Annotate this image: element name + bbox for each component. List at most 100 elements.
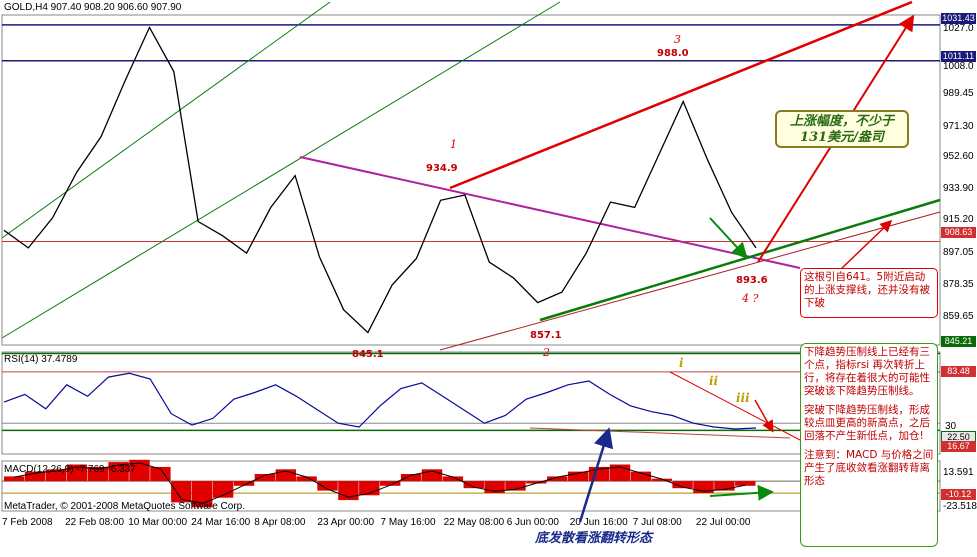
macd-histogram-bar	[254, 474, 276, 482]
symbol-header: GOLD,H4 907.40 908.20 906.60 907.90	[4, 2, 182, 13]
rsi-trendline-base	[529, 427, 791, 439]
rsi-trendline-down	[669, 371, 801, 441]
macd-histogram-bar	[233, 481, 255, 486]
wave-label-3: 3	[674, 33, 681, 46]
upper-channel-line	[449, 0, 913, 190]
macd-histogram-bar	[693, 481, 714, 493]
price-tick-1008: 1008.0	[943, 61, 974, 72]
macd-histogram-bar	[400, 474, 422, 482]
macd-histogram-bar	[150, 466, 171, 482]
x-tick-label: 22 May 08:00	[444, 517, 505, 528]
x-tick-label: 7 Feb 2008	[2, 517, 53, 528]
rsi-tick-30: 30	[945, 421, 957, 432]
pullback-arrow	[709, 217, 748, 259]
macd-histogram-bar	[630, 471, 652, 482]
price-tick-915: 915.20	[943, 214, 974, 225]
macd-histogram-bar	[463, 481, 484, 489]
rsi-header: RSI(14) 37.4789	[4, 354, 78, 365]
price-tick-1027: 1027.0	[943, 23, 974, 34]
macd-divergence-arrow	[709, 484, 774, 501]
macd-histogram-bar	[442, 476, 464, 482]
rsi-badge-16: 16.67	[941, 441, 976, 452]
macd-histogram-bar	[505, 481, 526, 491]
price-label-857: 857.1	[530, 330, 562, 341]
macd-histogram-bar	[192, 481, 213, 508]
macd-tick-top: 13.591	[943, 467, 974, 478]
macd-histogram-bar	[714, 481, 735, 491]
macd-histogram-bar	[380, 481, 401, 486]
level-badge-908: 908.63	[941, 227, 976, 238]
price-panel-frame	[1, 14, 941, 346]
wave-label-4: 4 ?	[742, 292, 759, 305]
x-tick-label: 23 Apr 00:00	[317, 517, 374, 528]
macd-histogram-bar	[672, 481, 693, 489]
price-tick-878: 878.35	[943, 279, 974, 290]
macd-histogram-bar	[296, 476, 317, 482]
price-label-893: 893.6	[736, 275, 768, 286]
macd-signal-line	[14, 462, 746, 504]
macd-histogram-bar	[87, 466, 108, 482]
channel-line-upper	[1, 1, 331, 239]
price-tick-897: 897.05	[943, 247, 974, 258]
macd-histogram-bar	[66, 464, 88, 482]
analysis-paragraph-2: 突破下降趋势压制线，形成较点皿更高的新高点，之后回落不产生新低点，加仓!	[804, 404, 930, 442]
analysis-paragraph-3: 注意到：MACD 与价格之间产生了底收敛看涨翻转背离形态	[804, 449, 934, 487]
price-tick-952: 952.60	[943, 151, 974, 162]
price-tick-933: 933.90	[943, 183, 974, 194]
rsi-badge-83: 83.48	[941, 366, 976, 377]
support-arrow	[839, 219, 893, 271]
long-support-line	[439, 211, 941, 351]
level-badge-845: 845.21	[941, 336, 976, 347]
wave-label-2: 2	[543, 346, 550, 359]
wave-label-1: 1	[450, 138, 457, 151]
macd-histogram-bar	[275, 469, 296, 482]
price-tick-971: 971.30	[943, 121, 974, 132]
price-label-845: 845.1	[352, 349, 384, 360]
rsi-label-ii: ii	[709, 374, 719, 388]
macd-histogram-bar	[45, 469, 67, 482]
divergence-arrow	[578, 427, 614, 523]
x-tick-label: 6 Jun 00:00	[507, 517, 560, 528]
target-note-box: 上涨幅度，不少于 131美元/盎司	[775, 110, 909, 148]
macd-histogram-bar	[547, 476, 568, 482]
channel-line-lower	[1, 1, 561, 339]
rsi-label-iii: iii	[736, 391, 750, 405]
macd-header: MACD(12,26,9) -7.769 -6.337	[4, 464, 136, 475]
bottom-caption: 底发散看涨翻转形态	[535, 531, 653, 546]
level-badge-1011: 1011.11	[941, 51, 976, 62]
macd-histogram-bar	[212, 481, 234, 498]
macd-histogram-bar	[108, 462, 129, 482]
macd-histogram-bar	[4, 476, 25, 482]
macd-histogram-bar	[651, 478, 672, 482]
macd-histogram-bar	[735, 481, 756, 486]
x-tick-label: 22 Feb 08:00	[65, 517, 124, 528]
macd-tick-bottom: -23.518	[943, 501, 977, 512]
macd-histogram-bar	[568, 471, 589, 482]
x-tick-label: 7 May 16:00	[381, 517, 436, 528]
x-tick-label: 10 Mar 00:00	[128, 517, 187, 528]
price-tick-989: 989.45	[943, 88, 974, 99]
macd-histogram-bar	[526, 481, 547, 484]
price-label-934: 934.9	[426, 163, 458, 174]
x-tick-label: 20 Jun 16:00	[570, 517, 628, 528]
macd-histogram-bar	[171, 481, 192, 503]
x-tick-label: 7 Jul 08:00	[633, 517, 682, 528]
macd-histogram-bar	[484, 481, 505, 493]
price-tick-859: 859.65	[943, 311, 974, 322]
uptrend-support-line	[539, 198, 941, 322]
macd-histogram-bar	[24, 471, 46, 482]
price-label-988: 988.0	[657, 48, 689, 59]
rsi-panel-frame	[1, 351, 941, 455]
macd-histogram-bar	[317, 481, 338, 491]
support-note-box: 这根引自641。5附近启动的上涨支撑线，还并没有被下破	[800, 268, 938, 318]
rsi-label-i: i	[679, 356, 684, 370]
level-badge-1031: 1031.43	[941, 13, 976, 24]
downtrend-resistance-line	[299, 156, 801, 269]
analysis-paragraph-1: 下降趋势压制线上已经有三个点，指标rsi 再次转折上行，将存在着很大的可能性突破…	[804, 346, 930, 397]
rsi-series-line	[3, 372, 757, 430]
price-series-line	[3, 25, 757, 334]
copyright-text: MetaTrader, © 2001-2008 MetaQuotes Softw…	[4, 501, 246, 512]
x-tick-label: 8 Apr 08:00	[254, 517, 306, 528]
x-tick-label: 24 Mar 16:00	[191, 517, 250, 528]
